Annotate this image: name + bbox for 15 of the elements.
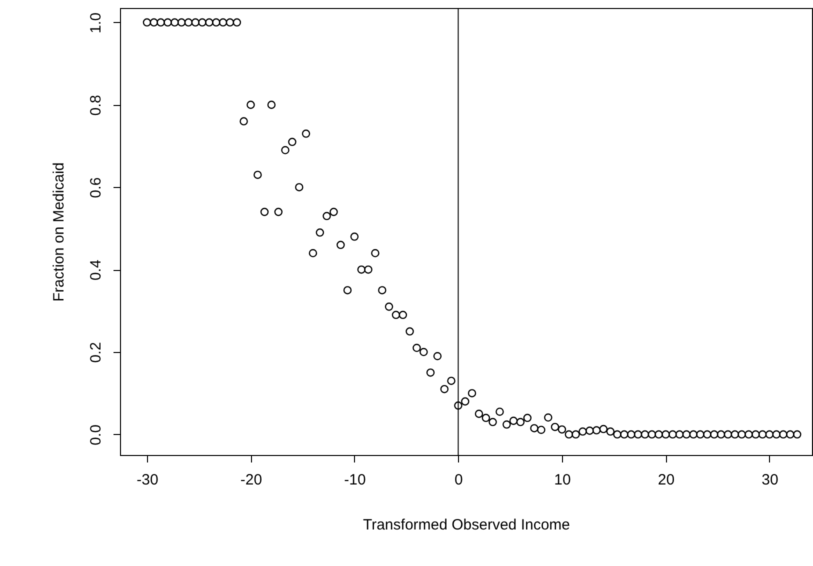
y-axis-title: Fraction on Medicaid — [50, 162, 68, 302]
y-tick-label: 1.0 — [88, 12, 104, 34]
y-tick-label: 0.2 — [88, 342, 104, 363]
x-tick-label: -30 — [136, 472, 158, 488]
y-tick-label: 0.8 — [88, 94, 104, 116]
x-tick-label: 30 — [762, 472, 778, 488]
y-tick-label: 0.6 — [88, 177, 104, 198]
x-tick-label: 0 — [454, 472, 463, 488]
y-tick-label: 0.4 — [88, 260, 104, 281]
x-tick-label: 10 — [554, 472, 571, 488]
x-tick-label: -20 — [240, 472, 262, 488]
x-axis-title: Transformed Observed Income — [362, 516, 570, 534]
x-tick-label: -10 — [344, 472, 366, 488]
x-tick-label: 20 — [658, 472, 675, 488]
y-tick-label: 0.0 — [88, 424, 104, 446]
